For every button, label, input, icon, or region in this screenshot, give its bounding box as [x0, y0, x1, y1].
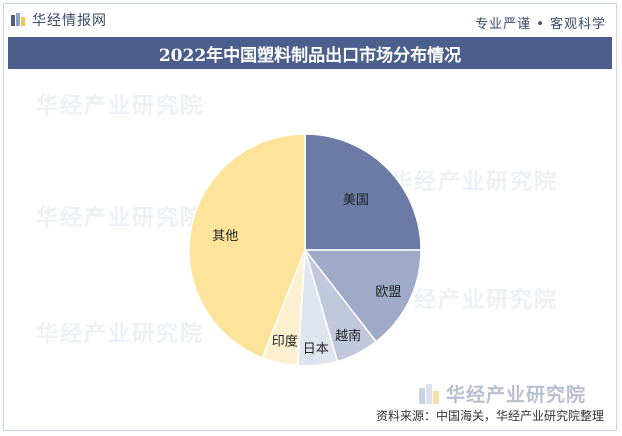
- footer-logo: 华经产业研究院: [418, 380, 586, 407]
- top-bar: 华经情报网 专业严谨 • 客观科学: [10, 8, 610, 32]
- brand-name: 华经情报网: [32, 13, 107, 29]
- watermark-text: 华经产业研究院: [390, 170, 559, 195]
- watermark-text: 华经产业研究院: [36, 322, 205, 347]
- brand-logo-icon: [11, 13, 25, 26]
- source-note: 资料来源：中国海关，华经产业研究院整理: [375, 409, 604, 423]
- chart-title: 2022年中国塑料制品出口市场分布情况: [158, 45, 462, 66]
- slice-label: 其他: [212, 229, 238, 244]
- pie-slice: [304, 133, 422, 251]
- pie-slice: [303, 249, 422, 343]
- slice-label: 印度: [272, 334, 298, 350]
- pie-slice: [188, 133, 306, 359]
- footer-logo-icon: [419, 383, 439, 404]
- slice-label: 越南: [335, 328, 361, 344]
- slice-label: 日本: [303, 342, 329, 357]
- watermark-text: 华经产业研究院: [36, 94, 205, 119]
- slogan: 专业严谨 • 客观科学: [475, 17, 606, 32]
- slice-label: 美国: [343, 193, 369, 208]
- footer-logo-text: 华经产业研究院: [446, 384, 587, 406]
- watermark-text: 华经产业研究院: [390, 288, 559, 313]
- slice-label: 欧盟: [375, 285, 401, 300]
- pie-slices: [188, 133, 422, 367]
- title-bar: 2022年中国塑料制品出口市场分布情况: [8, 37, 612, 69]
- brand: 华经情报网: [10, 10, 107, 30]
- watermark-text: 华经产业研究院: [36, 206, 205, 231]
